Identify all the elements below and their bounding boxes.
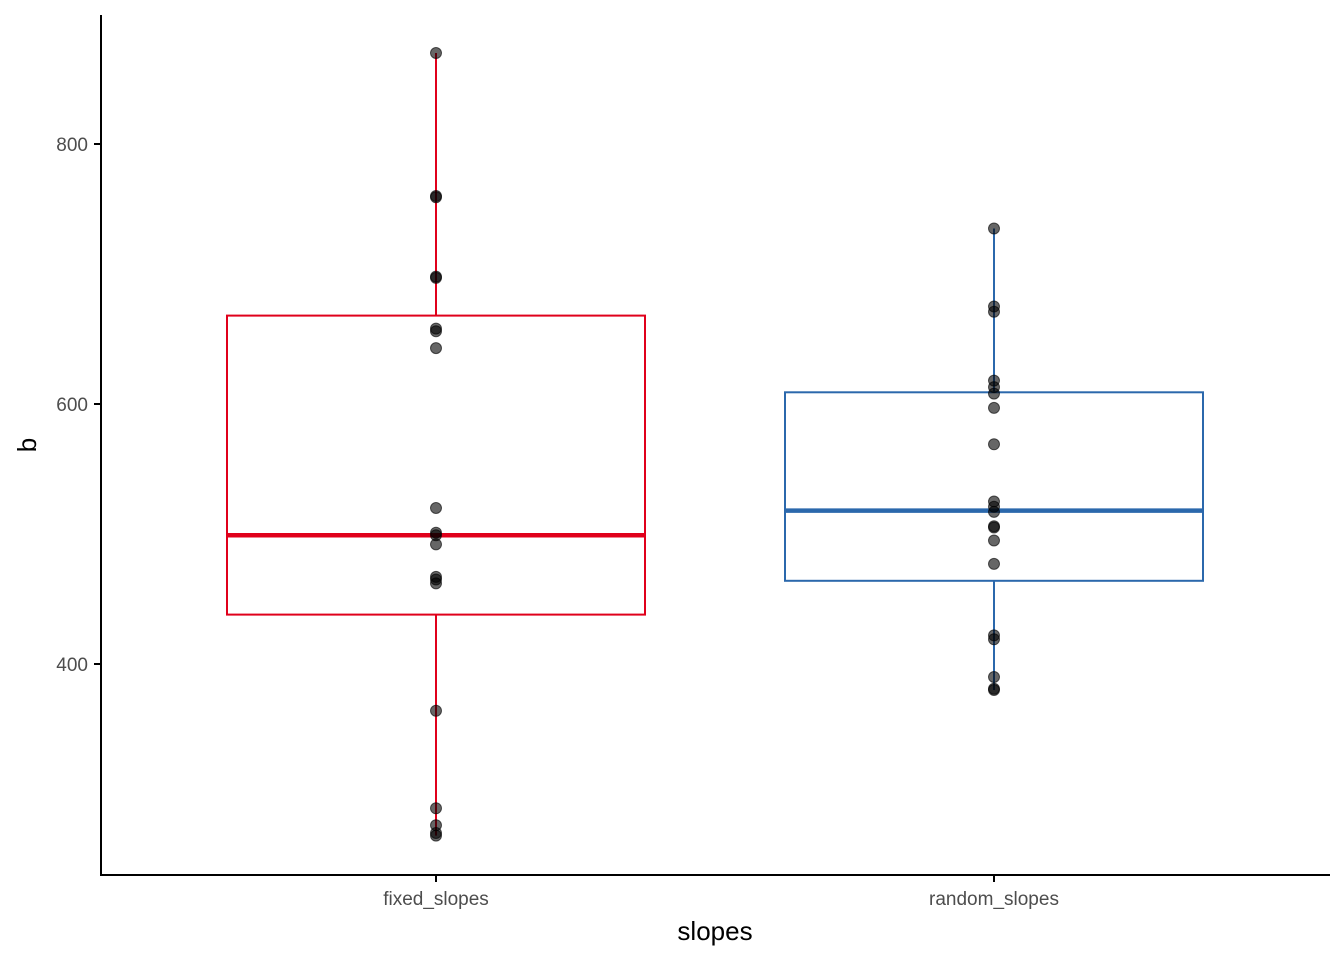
y-tick-label: 800 (56, 135, 88, 156)
data-point (988, 401, 1000, 414)
data-point (988, 557, 1000, 570)
data-point (430, 704, 442, 717)
y-axis-title: b (12, 438, 42, 452)
data-point (988, 534, 1000, 547)
iqr-box (784, 391, 1204, 582)
data-point (988, 633, 1000, 646)
x-axis-title: slopes (677, 916, 752, 946)
data-point (430, 271, 442, 284)
iqr-box (226, 314, 646, 616)
x-tick-label: random_slopes (929, 889, 1059, 910)
data-point (430, 191, 442, 204)
data-point (430, 47, 442, 59)
box-random_slopes (784, 222, 1204, 696)
data-point (430, 342, 442, 355)
data-point (430, 577, 442, 590)
data-point (988, 387, 1000, 400)
data-point (988, 438, 1000, 451)
y-tick-label: 600 (56, 395, 88, 416)
data-point (430, 502, 442, 514)
data-point (988, 222, 1000, 235)
data-point (430, 829, 442, 842)
x-ticks: fixed_slopes random_slopes (383, 875, 1059, 910)
data-point (988, 684, 1000, 696)
x-tick-label: fixed_slopes (383, 889, 489, 910)
data-point (988, 521, 1000, 534)
data-point (988, 505, 1000, 518)
data-point (988, 305, 1000, 318)
y-tick-label: 400 (56, 655, 88, 676)
y-ticks: 400 600 800 (56, 135, 101, 676)
data-point (430, 325, 442, 338)
data-point (430, 538, 442, 551)
plot-marks (226, 47, 1204, 842)
box-fixed_slopes (226, 47, 646, 842)
data-point (988, 671, 1000, 683)
data-point (430, 802, 442, 815)
